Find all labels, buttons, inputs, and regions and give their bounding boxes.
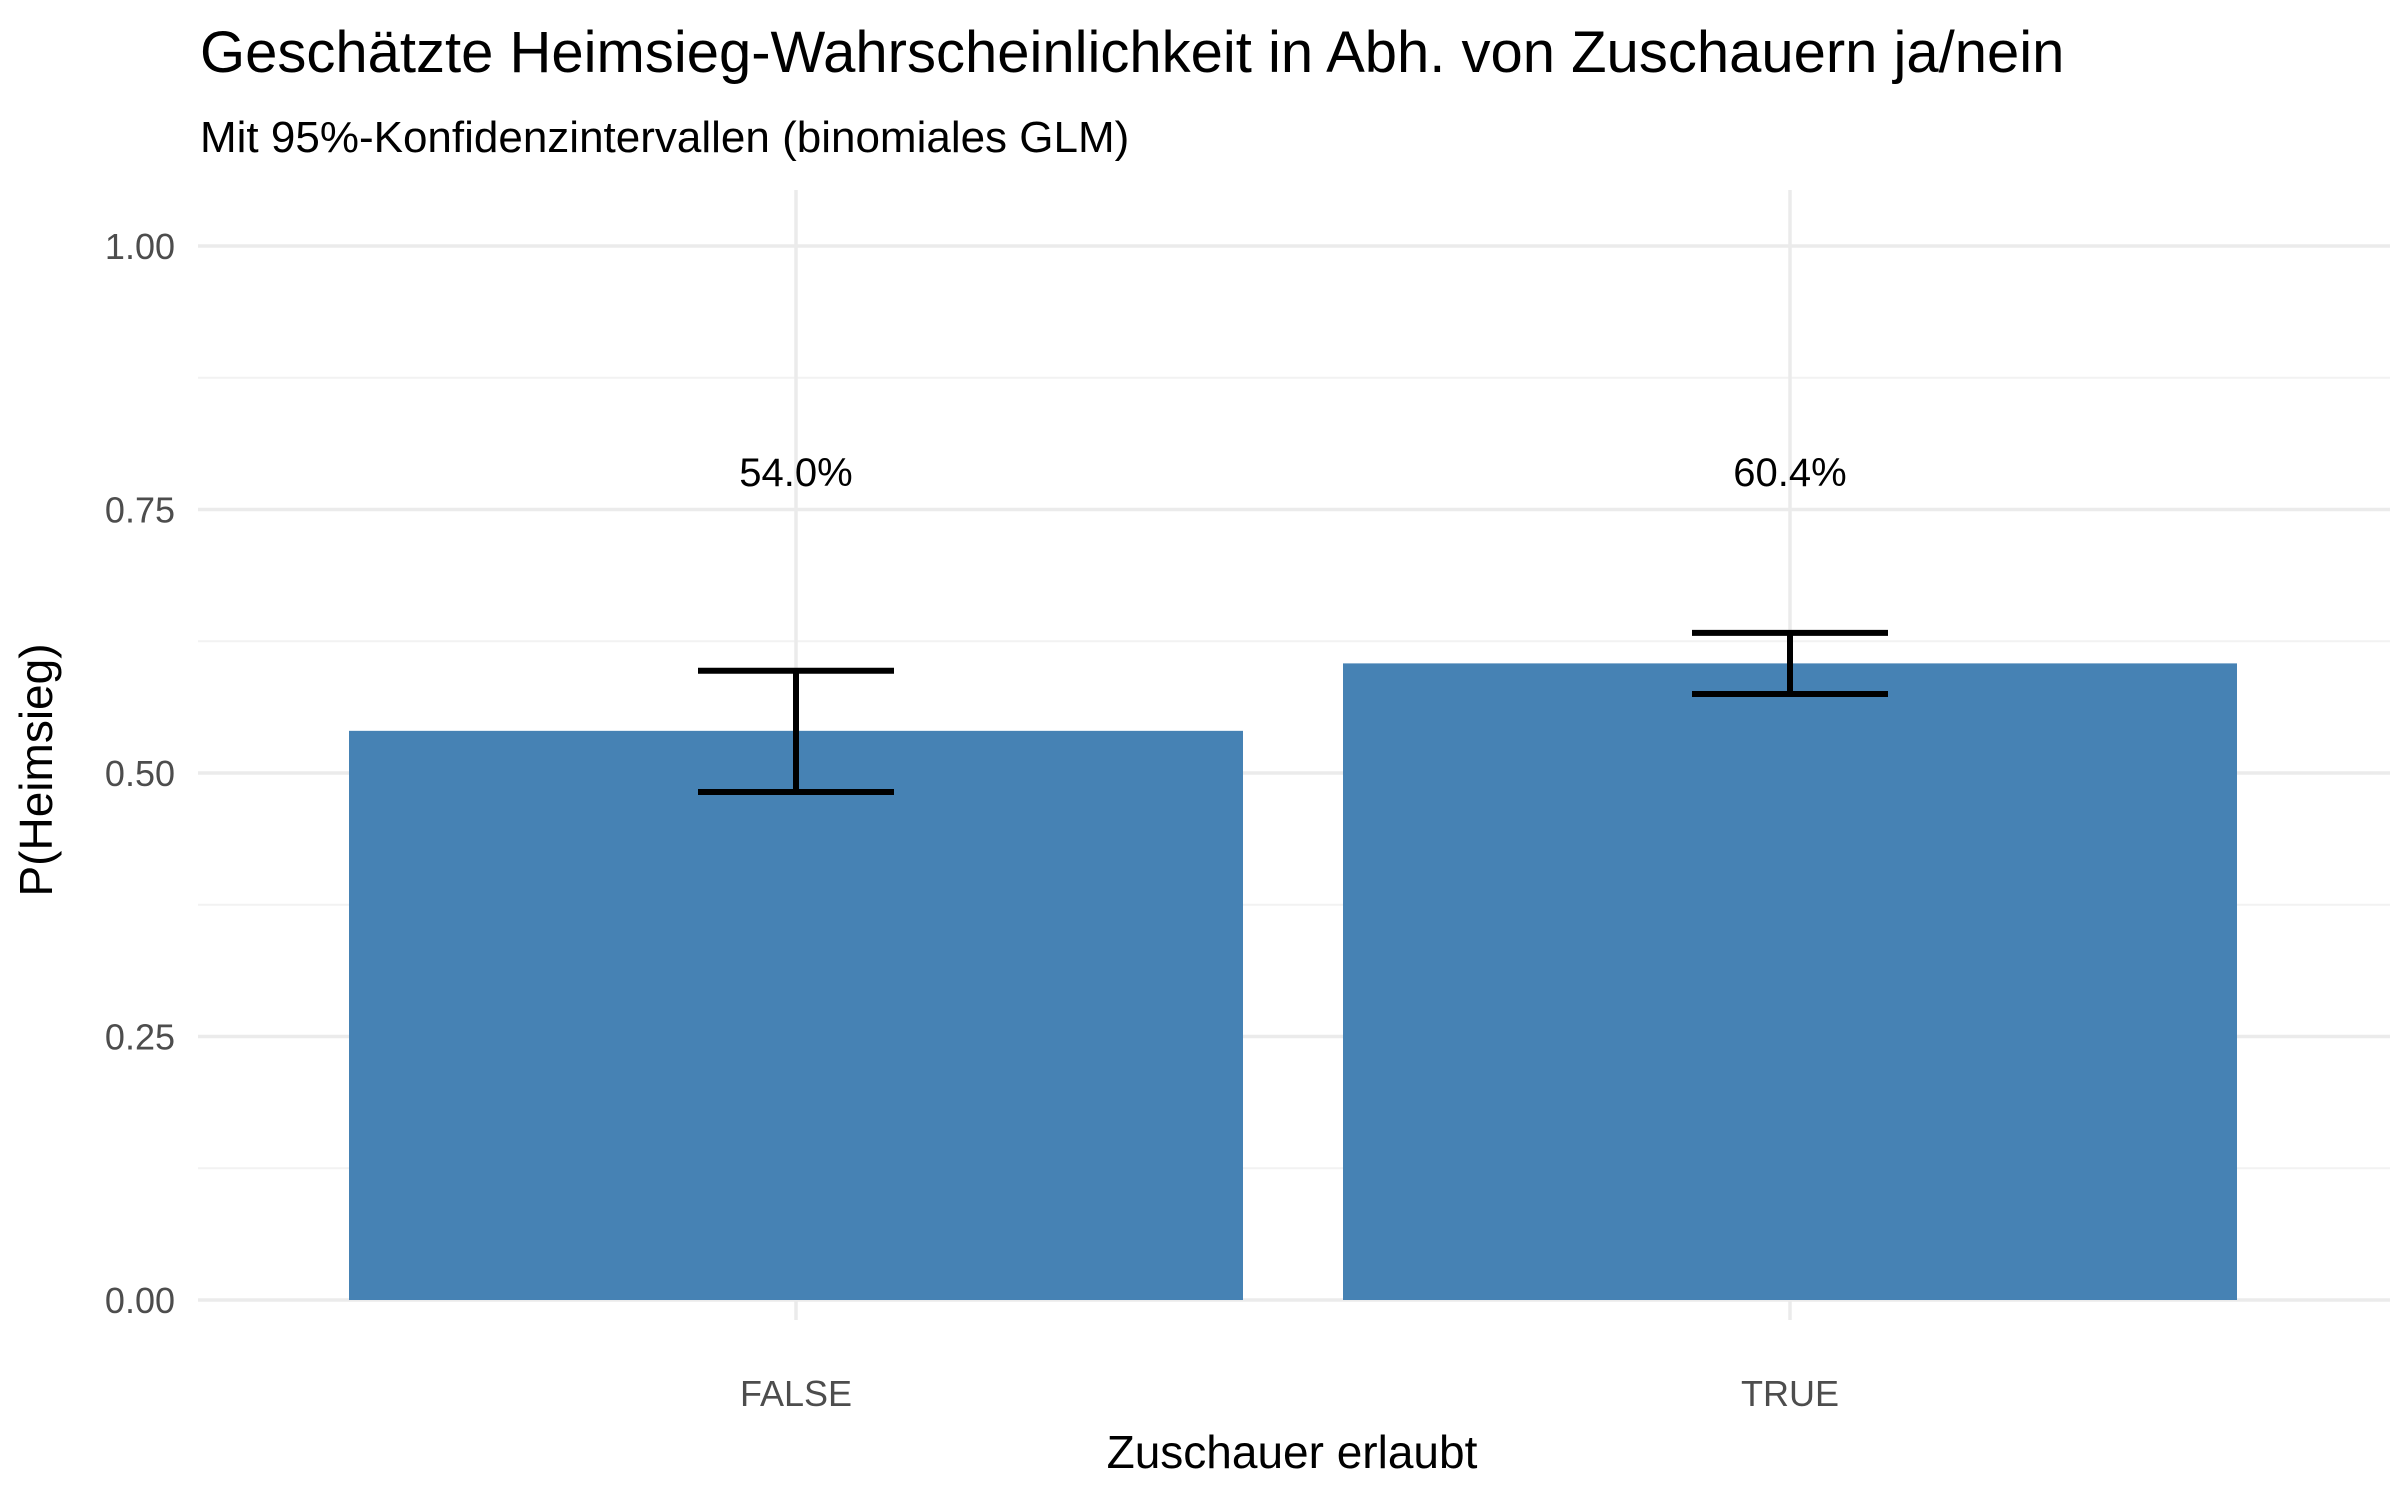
error-bar-false (698, 667, 894, 795)
y-axis-title: P(Heimsieg) (10, 643, 62, 896)
chart-subtitle: Mit 95%-Konfidenzintervallen (binomiales… (200, 113, 1129, 162)
data-label-false: 54.0% (739, 451, 852, 495)
x-tick-label: TRUE (1741, 1373, 1839, 1414)
error-bar-true (1692, 629, 1888, 697)
y-tick-label: 0.00 (105, 1280, 175, 1321)
y-tick-label: 0.25 (105, 1017, 175, 1058)
x-axis-title: Zuschauer erlaubt (1107, 1426, 1478, 1478)
x-tick-label: FALSE (740, 1373, 852, 1414)
bar-false (349, 730, 1243, 1300)
y-tick-label: 1.00 (105, 226, 175, 267)
x-axis-ticks: FALSE TRUE (740, 1373, 1839, 1414)
y-tick-label: 0.75 (105, 490, 175, 531)
data-labels: 54.0% 60.4% (739, 451, 1846, 495)
bar-true (1343, 663, 2237, 1300)
data-label-true: 60.4% (1733, 451, 1846, 495)
error-bars (698, 629, 1888, 795)
y-tick-label: 0.50 (105, 753, 175, 794)
y-axis-ticks: 0.00 0.25 0.50 0.75 1.00 (105, 226, 175, 1321)
chart-title: Geschätzte Heimsieg-Wahrscheinlichkeit i… (200, 20, 2064, 85)
bars (349, 663, 2237, 1300)
